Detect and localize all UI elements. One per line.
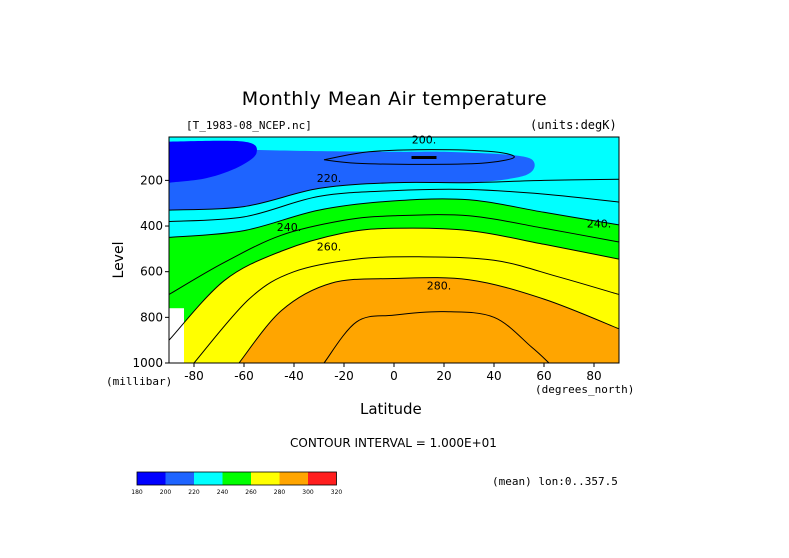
isotherm-280: [238, 277, 619, 363]
x-tick-label: -40: [284, 369, 304, 383]
colorbar-swatch: [251, 472, 280, 485]
isotherm-270: [193, 256, 619, 363]
band-200-220-tropopause-core: [323, 149, 515, 165]
colorbar-swatch: [222, 472, 251, 485]
colorbar-legend: 180 200 220 240 260 280 300 320: [131, 471, 343, 496]
colorbar-level-label: 300: [302, 489, 314, 496]
x-tick-label: 60: [536, 369, 551, 383]
colorbar-swatch: [165, 472, 194, 485]
axis-ticks: -80 -60 -40 -20 0 20 40 60 80 200 400 600 800 1000: [132, 173, 601, 383]
x-axis-label: Latitude: [360, 400, 422, 418]
units-label: (units:degK): [530, 118, 617, 132]
isotherm-240: [169, 198, 619, 238]
y-tick-label: 800: [140, 310, 163, 324]
colorbar-swatch: [194, 472, 223, 485]
x-tick-label: 40: [486, 369, 501, 383]
contour-label: 280.: [427, 279, 452, 292]
x-tick-label: -80: [184, 369, 204, 383]
contour-label: 200.: [412, 133, 437, 146]
colorbar-swatch: [308, 472, 337, 485]
colorbar-level-label: 180: [131, 489, 143, 496]
contour-fills: [169, 137, 619, 363]
band-200-220: [169, 148, 535, 211]
x-tick-label: 80: [586, 369, 601, 383]
contour-label: 240.: [587, 218, 612, 231]
colorbar-level-label: 220: [188, 489, 200, 496]
x-tick-label: -60: [234, 369, 254, 383]
colorbar-swatch: [137, 472, 166, 485]
isotherm-260: [169, 227, 619, 341]
y-tick-label: 400: [140, 219, 163, 233]
chart-title: Monthly Mean Air temperature: [241, 88, 548, 110]
y-tick-label: 1000: [132, 356, 163, 370]
colorbar-frame: [136, 471, 337, 486]
x-axis-units: (degrees_north): [535, 383, 635, 396]
band-280-fill: [239, 277, 619, 363]
mean-longitude-note: (mean) lon:0..357.5: [492, 475, 618, 488]
contour-label: 220.: [317, 172, 342, 185]
isotherm-230: [169, 188, 619, 222]
colorbar-level-label: 280: [274, 489, 286, 496]
isotherm-220: [169, 178, 619, 211]
missing-data-region: [169, 308, 184, 363]
y-tick-label: 200: [140, 173, 163, 187]
colorbar-level-label: 200: [160, 489, 172, 496]
colorbar-level-label: 320: [331, 489, 343, 496]
colorbar-swatch: [279, 472, 308, 485]
contour-lines: [169, 149, 619, 363]
contour-label: 240.: [277, 221, 302, 234]
y-tick-label: 600: [140, 265, 163, 279]
contour-interval-note: CONTOUR INTERVAL = 1.000E+01: [290, 436, 497, 450]
isotherm-250: [169, 214, 619, 295]
band-180-200-polar: [169, 140, 257, 183]
isotherm-290: [323, 311, 550, 363]
colorbar-level-label: 240: [217, 489, 229, 496]
contour-labels: 200. 220. 240. 240. 260. 280.: [277, 133, 612, 292]
x-tick-label: 20: [436, 369, 451, 383]
contour-label: 260.: [317, 241, 342, 254]
y-axis-units: (millibar): [106, 375, 173, 388]
x-tick-label: 0: [390, 369, 398, 383]
x-tick-label: -20: [334, 369, 354, 383]
colorbar-level-label: 260: [245, 489, 257, 496]
dataset-label: [T_1983-08_NCEP.nc]: [186, 119, 312, 132]
